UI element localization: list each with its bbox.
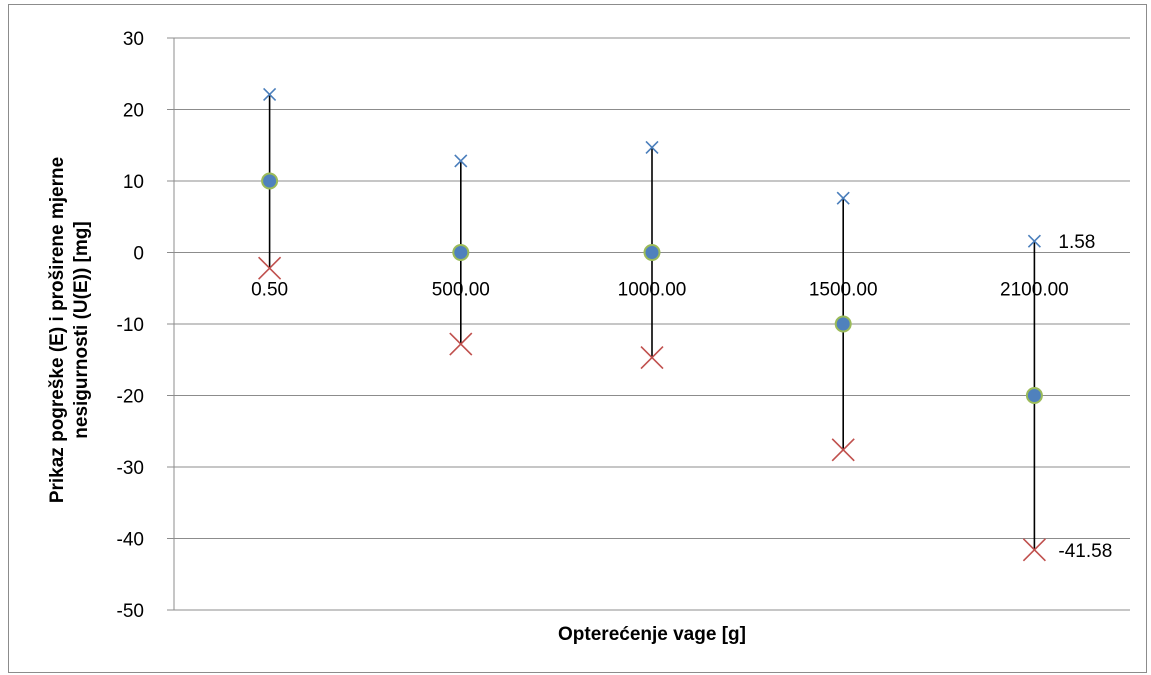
lower-marker-0: [258, 256, 282, 280]
data-label-1: -41.58: [1058, 541, 1112, 562]
y-axis-title-line-1: Prikaz pogreške (E) i proširene mjerne: [47, 157, 68, 503]
x-axis-title: Opterećenje vage [g]: [558, 624, 746, 645]
lower-marker-1: [449, 332, 473, 356]
y-tick-label: -40: [117, 530, 144, 551]
y-tick-label: -50: [117, 601, 144, 622]
y-tick-label: 10: [123, 172, 144, 193]
error-point-1: [452, 244, 470, 261]
y-tick-label: -30: [117, 458, 144, 479]
y-tick-label: -10: [117, 315, 144, 336]
lower-marker-4: [1022, 538, 1046, 562]
data-label-0: 1.58: [1058, 232, 1095, 253]
error-point-2: [643, 244, 661, 261]
upper-marker-2: [645, 140, 659, 154]
data-markers: [258, 87, 1046, 562]
error-point-4: [1025, 387, 1043, 404]
x-category-label: 0.50: [251, 280, 288, 301]
y-tick-label: 30: [123, 29, 144, 50]
y-tick-label: -20: [117, 387, 144, 408]
lower-marker-3: [831, 438, 855, 462]
upper-marker-0: [263, 87, 277, 102]
upper-marker-4: [1027, 234, 1041, 248]
gridlines: [167, 37, 1130, 611]
y-tick-label: 20: [123, 101, 144, 122]
x-category-label: 2100.00: [1000, 280, 1069, 301]
error-bars: [268, 94, 1036, 550]
error-point-3: [834, 315, 852, 333]
error-point-0: [261, 172, 279, 190]
x-category-label: 500.00: [432, 280, 490, 301]
upper-marker-3: [836, 191, 850, 205]
y-axis-title: Prikaz pogreške (E) i proširene mjerne n…: [47, 157, 92, 503]
upper-marker-1: [454, 154, 468, 168]
chart-frame: [8, 4, 1147, 673]
y-tick-label: 0: [133, 244, 144, 265]
x-category-label: 1000.00: [618, 280, 687, 301]
chart-labels: 30 20 10 0 -10 -20 -30 -40 -50 0.50 500.00 1000.00 1…: [117, 29, 1113, 622]
x-category-label: 1500.00: [809, 280, 878, 301]
lower-marker-2: [640, 346, 664, 370]
y-axis-title-line-2: nesigurnosti (U(E)) [mg]: [71, 221, 92, 438]
